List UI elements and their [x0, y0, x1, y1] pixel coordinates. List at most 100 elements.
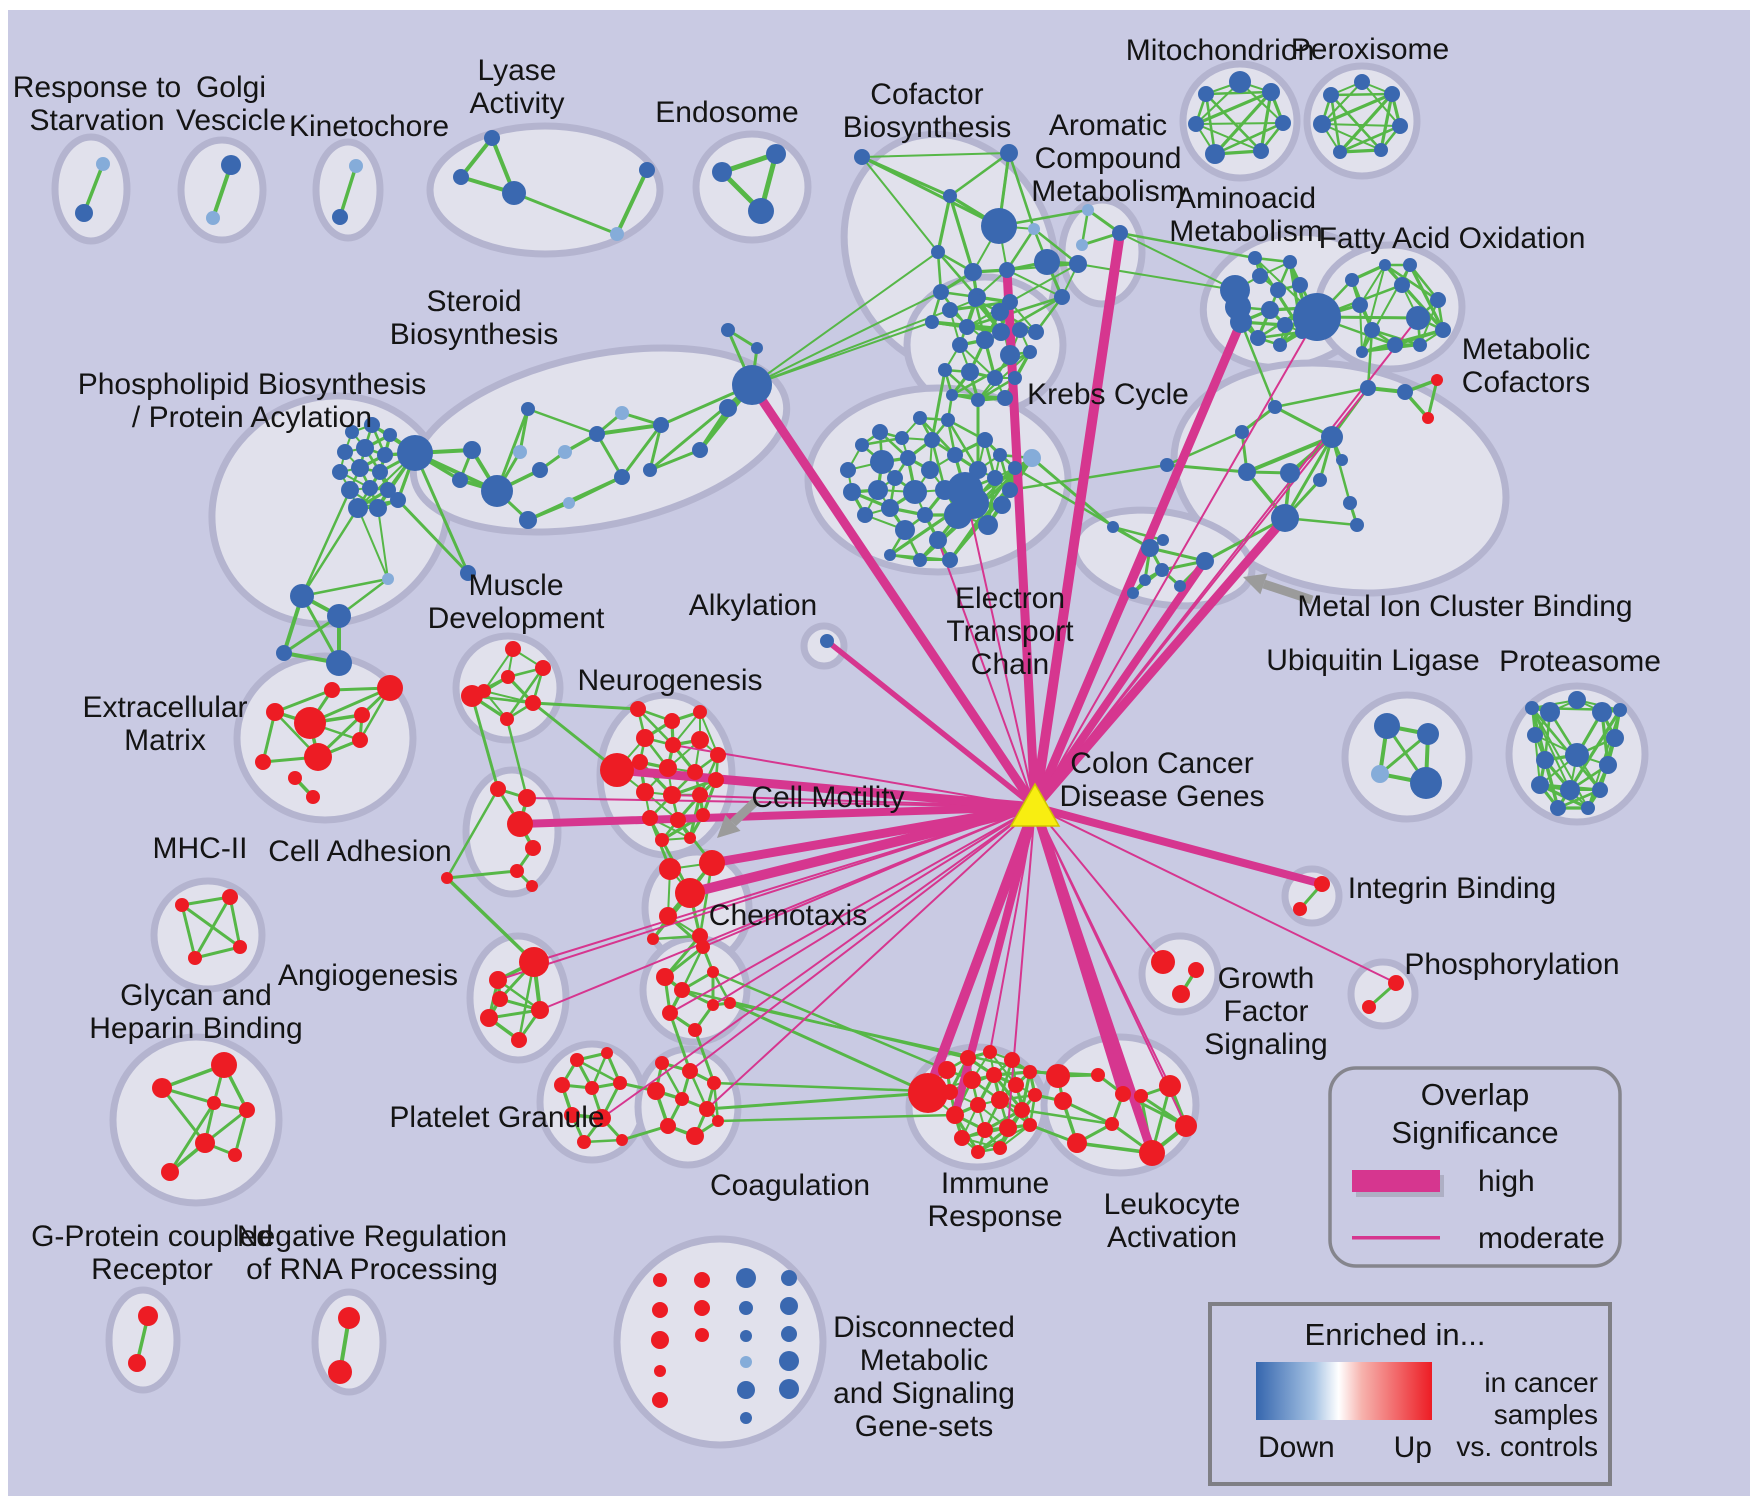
- gene-set-node[interactable]: [356, 439, 374, 457]
- gene-set-node[interactable]: [1014, 1102, 1030, 1118]
- gene-set-node[interactable]: [338, 1307, 360, 1329]
- gene-set-node[interactable]: [1054, 289, 1070, 305]
- gene-set-node[interactable]: [840, 462, 856, 478]
- gene-set-node[interactable]: [913, 553, 927, 567]
- gene-set-node[interactable]: [699, 850, 725, 876]
- gene-set-node[interactable]: [1069, 255, 1087, 273]
- gene-set-node[interactable]: [843, 483, 861, 501]
- gene-set-node[interactable]: [781, 1270, 797, 1286]
- gene-set-node[interactable]: [502, 181, 526, 205]
- gene-set-node[interactable]: [290, 584, 314, 608]
- gene-set-node[interactable]: [362, 480, 378, 496]
- gene-set-node[interactable]: [1397, 384, 1413, 400]
- gene-set-node[interactable]: [779, 1379, 799, 1399]
- gene-set-node[interactable]: [964, 263, 982, 281]
- gene-set-node[interactable]: [558, 445, 572, 459]
- gene-set-node[interactable]: [593, 1109, 611, 1127]
- gene-set-node[interactable]: [739, 1301, 753, 1315]
- gene-set-node[interactable]: [933, 284, 949, 300]
- gene-set-node[interactable]: [1076, 239, 1088, 251]
- gene-set-node[interactable]: [917, 507, 933, 523]
- gene-set-node[interactable]: [695, 1328, 709, 1342]
- gene-set-node[interactable]: [971, 1145, 985, 1159]
- gene-set-node[interactable]: [1362, 1000, 1376, 1014]
- gene-set-node[interactable]: [1392, 118, 1408, 134]
- gene-set-node[interactable]: [505, 641, 521, 657]
- gene-set-node[interactable]: [748, 198, 774, 224]
- gene-set-node[interactable]: [719, 399, 737, 417]
- gene-set-node[interactable]: [1374, 713, 1400, 739]
- gene-set-node[interactable]: [348, 498, 368, 518]
- gene-set-node[interactable]: [1283, 255, 1297, 269]
- gene-set-node[interactable]: [999, 262, 1015, 278]
- gene-set-node[interactable]: [766, 144, 786, 164]
- gene-set-node[interactable]: [977, 1122, 993, 1138]
- gene-set-node[interactable]: [306, 790, 320, 804]
- gene-set-node[interactable]: [959, 319, 975, 335]
- gene-set-node[interactable]: [983, 1045, 997, 1059]
- gene-set-node[interactable]: [1345, 273, 1359, 287]
- gene-set-node[interactable]: [600, 753, 634, 787]
- gene-set-node[interactable]: [1410, 767, 1442, 799]
- gene-set-node[interactable]: [981, 208, 1017, 244]
- colon-cancer-hub-node[interactable]: [1009, 782, 1061, 827]
- gene-set-node[interactable]: [642, 810, 658, 826]
- gene-set-node[interactable]: [276, 645, 292, 661]
- gene-set-node[interactable]: [1374, 143, 1388, 157]
- gene-set-node[interactable]: [1004, 1052, 1020, 1068]
- gene-set-node[interactable]: [929, 531, 947, 549]
- gene-set-node[interactable]: [332, 209, 348, 225]
- gene-set-node[interactable]: [1252, 268, 1268, 284]
- gene-set-node[interactable]: [696, 940, 710, 954]
- gene-set-node[interactable]: [1157, 534, 1169, 546]
- gene-set-node[interactable]: [779, 1351, 799, 1371]
- gene-set-node[interactable]: [461, 685, 483, 707]
- gene-set-node[interactable]: [1054, 1092, 1072, 1110]
- gene-set-node[interactable]: [233, 940, 247, 954]
- gene-set-node[interactable]: [1067, 1133, 1087, 1153]
- gene-set-node[interactable]: [659, 858, 681, 880]
- gene-set-node[interactable]: [1314, 876, 1330, 892]
- gene-set-node[interactable]: [780, 1297, 798, 1315]
- gene-set-node[interactable]: [1292, 277, 1308, 293]
- gene-set-node[interactable]: [1000, 345, 1020, 365]
- gene-set-node[interactable]: [737, 1381, 755, 1399]
- gene-set-node[interactable]: [1000, 144, 1018, 162]
- gene-set-node[interactable]: [854, 149, 870, 165]
- gene-set-node[interactable]: [665, 737, 681, 753]
- gene-set-node[interactable]: [1388, 975, 1404, 991]
- gene-set-node[interactable]: [655, 1056, 669, 1070]
- gene-set-node[interactable]: [211, 1052, 237, 1078]
- gene-set-node[interactable]: [1229, 71, 1251, 93]
- gene-set-node[interactable]: [924, 432, 940, 448]
- gene-set-node[interactable]: [1270, 282, 1286, 298]
- gene-set-node[interactable]: [660, 1118, 676, 1134]
- gene-set-node[interactable]: [532, 462, 548, 478]
- gene-set-node[interactable]: [707, 999, 719, 1011]
- gene-set-node[interactable]: [1112, 225, 1128, 241]
- gene-set-node[interactable]: [855, 438, 869, 452]
- gene-set-node[interactable]: [345, 425, 359, 439]
- gene-set-node[interactable]: [511, 1032, 527, 1048]
- gene-set-node[interactable]: [692, 442, 708, 458]
- gene-set-node[interactable]: [380, 482, 396, 498]
- gene-set-node[interactable]: [732, 365, 772, 405]
- gene-set-node[interactable]: [820, 634, 834, 648]
- gene-set-node[interactable]: [1313, 473, 1327, 487]
- gene-set-node[interactable]: [868, 480, 888, 500]
- gene-set-node[interactable]: [707, 966, 719, 978]
- gene-set-node[interactable]: [740, 1412, 752, 1424]
- gene-set-node[interactable]: [1394, 277, 1410, 293]
- gene-set-node[interactable]: [525, 840, 541, 856]
- gene-set-node[interactable]: [354, 707, 370, 723]
- gene-set-node[interactable]: [1268, 400, 1282, 414]
- gene-set-node[interactable]: [501, 670, 515, 684]
- gene-set-node[interactable]: [1008, 461, 1022, 475]
- gene-set-node[interactable]: [651, 1331, 669, 1349]
- gene-set-node[interactable]: [872, 424, 888, 440]
- gene-set-node[interactable]: [1271, 504, 1299, 532]
- gene-set-node[interactable]: [1293, 293, 1341, 341]
- gene-set-node[interactable]: [1134, 1089, 1148, 1103]
- gene-set-node[interactable]: [686, 1127, 704, 1145]
- gene-set-node[interactable]: [674, 982, 690, 998]
